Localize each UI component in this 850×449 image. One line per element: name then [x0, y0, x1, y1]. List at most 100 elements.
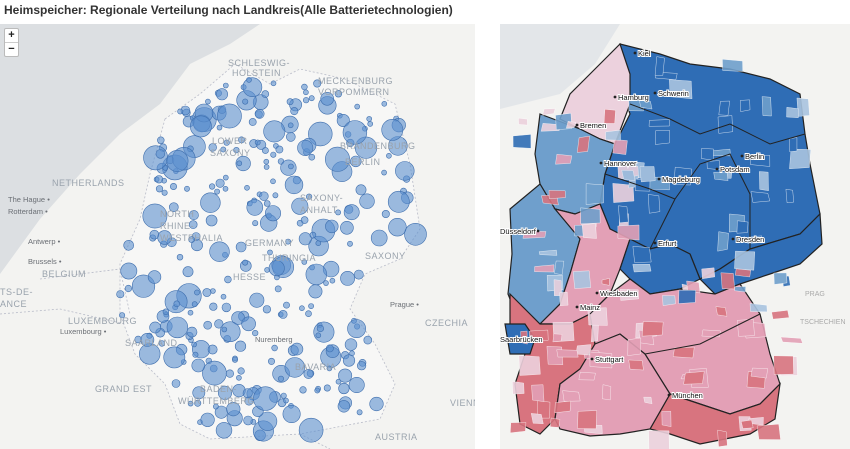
district-bubble[interactable]: [348, 376, 365, 393]
district-bubble[interactable]: [215, 422, 233, 439]
district-bubble[interactable]: [349, 350, 355, 357]
district-area[interactable]: [566, 121, 577, 129]
district-bubble[interactable]: [169, 202, 179, 212]
district-bubble[interactable]: [194, 399, 202, 407]
district-area[interactable]: [662, 295, 676, 306]
district-bubble[interactable]: [274, 274, 280, 281]
district-area[interactable]: [701, 148, 714, 161]
district-bubble[interactable]: [306, 193, 313, 200]
district-bubble[interactable]: [303, 89, 309, 96]
district-bubble[interactable]: [301, 83, 308, 91]
district-bubble[interactable]: [212, 403, 219, 410]
district-bubble[interactable]: [313, 79, 322, 88]
district-bubble[interactable]: [290, 342, 304, 356]
district-bubble[interactable]: [234, 340, 247, 352]
district-bubble[interactable]: [283, 397, 289, 404]
district-bubble[interactable]: [166, 316, 189, 339]
district-area[interactable]: [587, 307, 608, 326]
district-bubble[interactable]: [192, 351, 199, 358]
district-bubble[interactable]: [209, 241, 230, 262]
district-bubble[interactable]: [366, 116, 373, 122]
district-bubble[interactable]: [354, 103, 361, 110]
district-bubble[interactable]: [357, 361, 367, 371]
district-bubble[interactable]: [404, 223, 427, 246]
district-bubble[interactable]: [232, 356, 239, 363]
district-bubble[interactable]: [166, 150, 189, 173]
district-bubble[interactable]: [202, 360, 227, 386]
district-bubble[interactable]: [235, 155, 251, 172]
district-bubble[interactable]: [305, 263, 327, 286]
district-area[interactable]: [548, 190, 566, 199]
district-area[interactable]: [628, 359, 644, 371]
district-area[interactable]: [556, 349, 579, 358]
district-area[interactable]: [632, 246, 652, 263]
district-bubble[interactable]: [161, 189, 168, 196]
district-bubble[interactable]: [381, 169, 387, 176]
district-bubble[interactable]: [355, 184, 367, 196]
district-bubble[interactable]: [263, 200, 271, 207]
district-bubble[interactable]: [363, 335, 373, 345]
district-area[interactable]: [717, 231, 729, 252]
district-area[interactable]: [554, 260, 565, 276]
district-area[interactable]: [722, 58, 743, 72]
district-bubble[interactable]: [300, 216, 309, 224]
district-bubble[interactable]: [272, 192, 279, 199]
district-bubble[interactable]: [120, 262, 138, 280]
district-bubble[interactable]: [287, 122, 294, 129]
district-bubble[interactable]: [301, 259, 308, 265]
district-bubble[interactable]: [285, 238, 291, 245]
district-area[interactable]: [589, 351, 613, 369]
district-bubble[interactable]: [263, 120, 286, 143]
district-bubble[interactable]: [220, 146, 227, 153]
district-area[interactable]: [678, 289, 696, 304]
district-bubble[interactable]: [282, 404, 301, 423]
district-bubble[interactable]: [252, 220, 259, 227]
district-area[interactable]: [750, 191, 771, 203]
district-bubble[interactable]: [262, 305, 272, 314]
district-bubble[interactable]: [326, 365, 333, 372]
district-bubble[interactable]: [188, 236, 195, 243]
district-bubble[interactable]: [337, 400, 351, 413]
district-bubble[interactable]: [248, 118, 257, 126]
district-bubble[interactable]: [342, 354, 356, 367]
district-area[interactable]: [538, 249, 558, 256]
district-area[interactable]: [673, 166, 693, 186]
district-bubble[interactable]: [325, 344, 334, 353]
district-bubble[interactable]: [270, 80, 277, 87]
district-bubble[interactable]: [182, 266, 194, 278]
district-bubble[interactable]: [188, 210, 199, 221]
district-bubble[interactable]: [264, 205, 281, 222]
district-bubble[interactable]: [291, 197, 309, 215]
district-bubble[interactable]: [261, 90, 270, 98]
district-bubble[interactable]: [246, 199, 264, 216]
district-area[interactable]: [627, 337, 642, 356]
district-bubble[interactable]: [270, 151, 277, 158]
district-area[interactable]: [736, 220, 749, 234]
district-area[interactable]: [581, 223, 597, 239]
district-bubble[interactable]: [225, 369, 234, 378]
district-bubble[interactable]: [263, 164, 270, 170]
district-area[interactable]: [750, 367, 769, 379]
district-area[interactable]: [756, 423, 781, 440]
district-bubble[interactable]: [191, 301, 198, 308]
district-area[interactable]: [655, 130, 670, 145]
district-bubble[interactable]: [314, 387, 321, 394]
district-area[interactable]: [683, 371, 705, 385]
district-bubble[interactable]: [271, 344, 278, 352]
district-bubble[interactable]: [259, 191, 269, 201]
district-bubble[interactable]: [261, 147, 269, 154]
district-bubble[interactable]: [194, 289, 200, 296]
district-area[interactable]: [706, 160, 720, 170]
district-bubble[interactable]: [223, 174, 229, 181]
zoom-out-button[interactable]: −: [5, 42, 18, 56]
district-area[interactable]: [621, 170, 636, 182]
district-bubble[interactable]: [223, 139, 230, 146]
district-area[interactable]: [603, 109, 616, 124]
district-bubble[interactable]: [338, 382, 350, 395]
district-bubble[interactable]: [305, 310, 312, 318]
district-bubble[interactable]: [356, 409, 363, 416]
district-bubble[interactable]: [184, 185, 190, 192]
district-bubble[interactable]: [157, 136, 165, 144]
district-area[interactable]: [602, 384, 612, 401]
district-bubble[interactable]: [323, 384, 331, 392]
